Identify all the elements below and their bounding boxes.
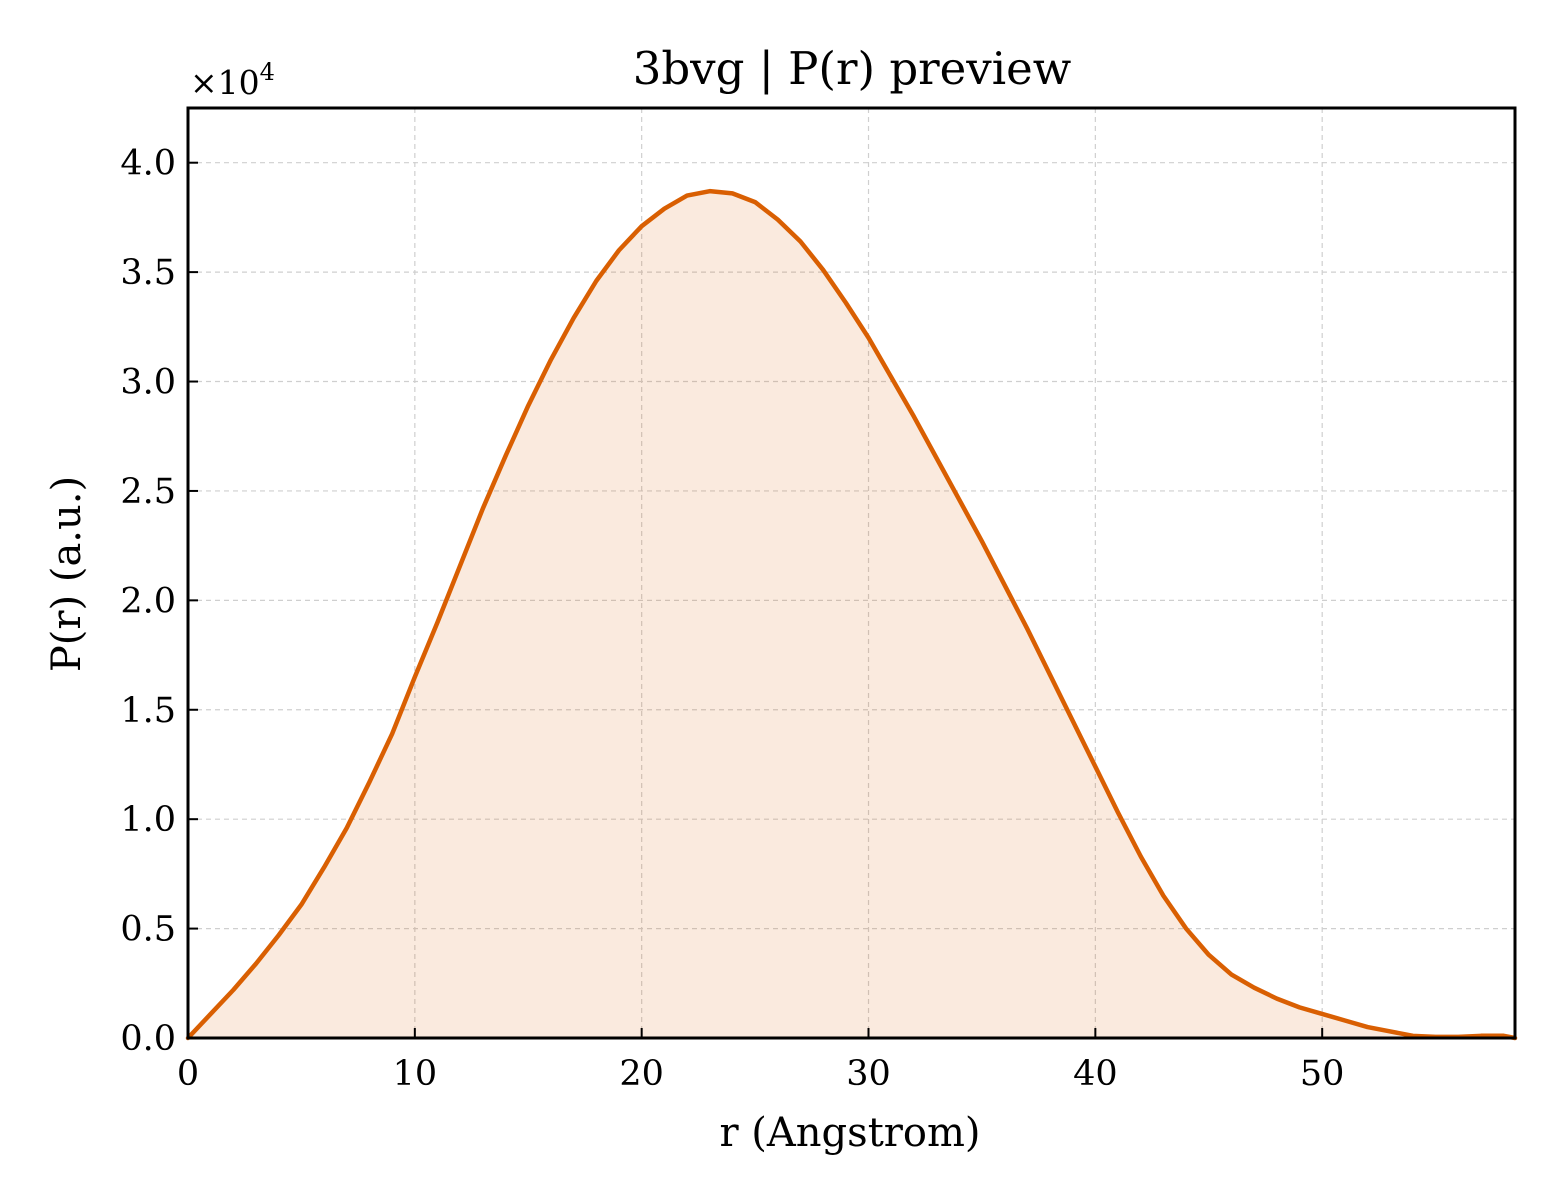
x-tick-label: 50 — [1300, 1054, 1345, 1094]
y-multiplier-base: ×10 — [190, 63, 260, 102]
y-multiplier-exponent: 4 — [260, 58, 275, 86]
y-tick-label: 2.5 — [120, 472, 176, 512]
x-tick-label: 40 — [1073, 1054, 1118, 1094]
y-tick-label: 2.0 — [120, 581, 176, 621]
y-tick-label: 1.0 — [120, 800, 176, 840]
y-tick-label: 0.0 — [120, 1019, 176, 1059]
y-tick-label: 0.5 — [120, 910, 176, 950]
chart-title: 3bvg | P(r) preview — [633, 42, 1072, 95]
x-axis-label: r (Angstrom) — [719, 1110, 980, 1156]
grid-layer — [188, 108, 1515, 1038]
x-tick-label: 20 — [619, 1054, 664, 1094]
x-tick-label: 10 — [393, 1054, 438, 1094]
series-area-fill — [188, 191, 1515, 1038]
ticks-layer: 0 10 20 30 40 50 0.0 0.5 1.0 1.5 2.0 2.5 3.0 3.5 4.0 — [120, 144, 1344, 1094]
series-line — [185, 188, 1518, 1041]
y-tick-label: 4.0 — [120, 144, 176, 184]
plot-frame — [186, 106, 1517, 1040]
y-tick-label: 3.5 — [120, 253, 176, 293]
x-tick-label: 0 — [177, 1054, 199, 1094]
y-multiplier-label: ×104 — [190, 58, 275, 102]
y-axis-label: P(r) (a.u.) — [44, 476, 90, 672]
y-tick-label: 3.0 — [120, 363, 176, 403]
y-tick-label: 1.5 — [120, 691, 176, 731]
x-tick-label: 30 — [846, 1054, 891, 1094]
